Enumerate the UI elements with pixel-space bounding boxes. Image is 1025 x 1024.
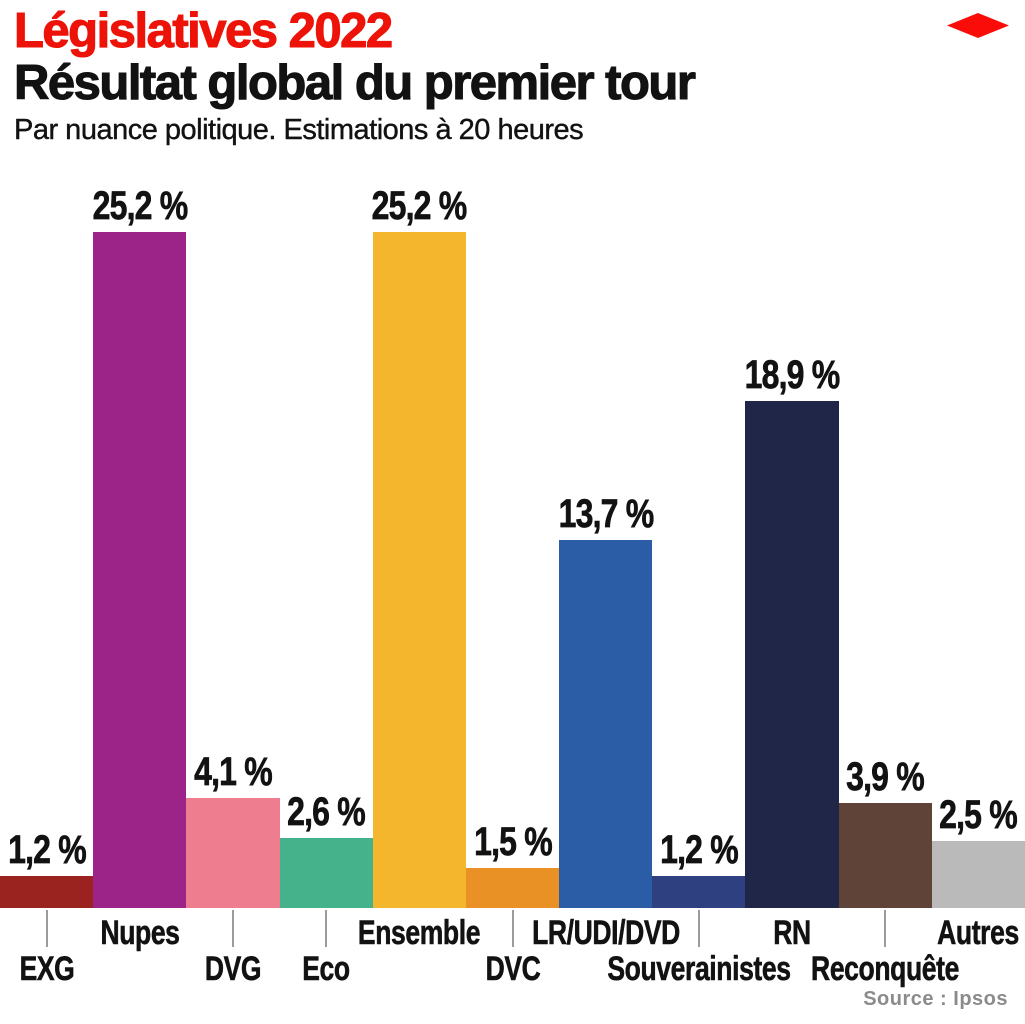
- value-label-lr-udi-dvd: 13,7 %: [558, 492, 654, 537]
- bar-dvg: [186, 798, 280, 908]
- category-label-nupes: Nupes: [100, 914, 180, 953]
- axis-tick-exg: [45, 910, 48, 947]
- value-label-dvc: 1,5 %: [473, 820, 552, 865]
- bar-autres: [931, 841, 1025, 908]
- source-credit: Source : Ipsos: [863, 988, 1008, 1010]
- category-label-ensemble: Ensemble: [358, 914, 481, 953]
- axis-tick-dvg: [231, 910, 234, 947]
- value-label-ensemble: 25,2 %: [371, 184, 468, 229]
- category-label-exg: EXG: [19, 950, 75, 989]
- bar-dvc: [465, 868, 560, 908]
- category-label-dvg: DVG: [204, 950, 262, 989]
- bar-exg: [0, 876, 94, 908]
- category-label-reconqu-te: Reconquête: [811, 950, 960, 989]
- bar-nupes: [93, 232, 187, 908]
- category-label-eco: Eco: [302, 950, 350, 989]
- page-title: Résultat global du premier tour: [13, 55, 696, 110]
- category-label-souverainistes: Souverainistes: [607, 950, 791, 989]
- page-subtitle: Par nuance politique. Estimations à 20 h…: [14, 114, 584, 146]
- bar-rn: [745, 401, 839, 908]
- red-diamond-icon: [947, 13, 1009, 38]
- axis-tick-souverainistes: [697, 910, 700, 947]
- value-label-reconqu-te: 3,9 %: [846, 755, 925, 800]
- bar-lr-udi-dvd: [559, 540, 653, 908]
- value-label-exg: 1,2 %: [7, 828, 86, 873]
- bar-ensemble: [372, 232, 466, 908]
- axis-tick-eco: [325, 910, 328, 947]
- value-label-souverainistes: 1,2 %: [659, 828, 739, 873]
- category-label-rn: RN: [773, 914, 811, 953]
- value-label-autres: 2,5 %: [939, 793, 1018, 838]
- bar-souverainistes: [652, 876, 746, 908]
- value-label-eco: 2,6 %: [287, 790, 366, 835]
- axis-tick-dvc: [511, 910, 514, 947]
- category-label-dvc: DVC: [485, 950, 541, 989]
- category-label-autres: Autres: [937, 914, 1020, 953]
- value-label-rn: 18,9 %: [744, 353, 840, 398]
- value-label-dvg: 4,1 %: [194, 750, 273, 795]
- bar-reconqu-te: [838, 803, 932, 908]
- kicker-title: Législatives 2022: [13, 3, 393, 58]
- category-label-lr-udi-dvd: LR/UDI/DVD: [531, 914, 681, 953]
- bar-eco: [279, 838, 373, 908]
- axis-tick-reconqu-te: [884, 910, 887, 947]
- value-label-nupes: 25,2 %: [92, 184, 188, 229]
